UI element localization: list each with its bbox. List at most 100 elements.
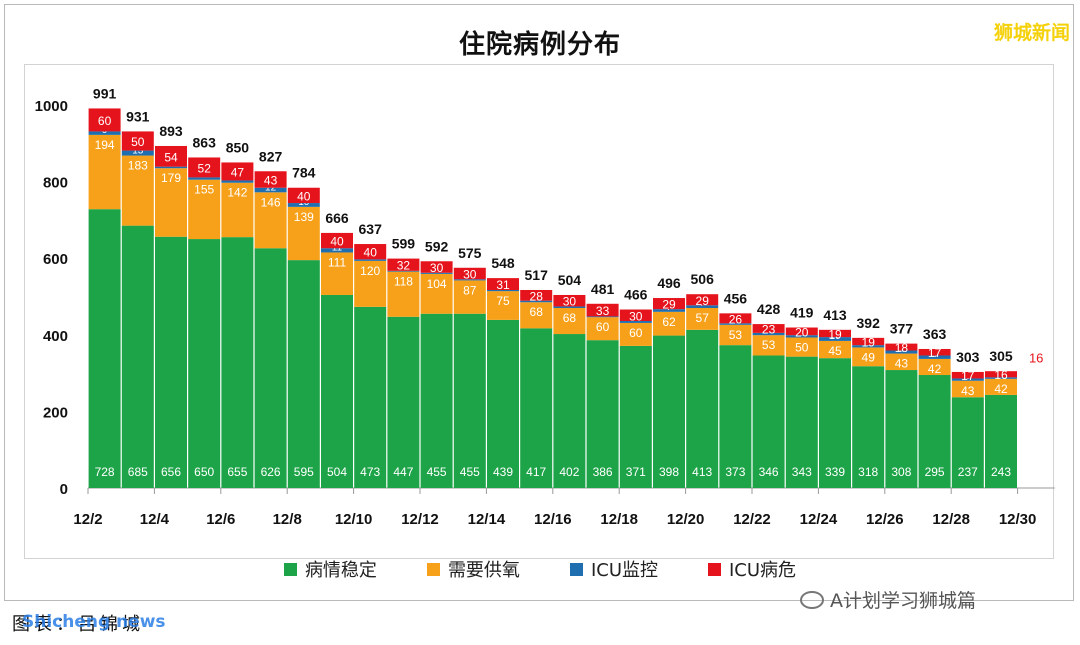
bar-segment-oxygen [420,273,453,314]
watermark-text: A计划学习狮城篇 [830,590,976,612]
bar-segment-icu-critical [553,294,586,307]
y-tick-label: 400 [43,328,68,345]
legend-item-icu-monitor: ICU监控 [569,556,658,582]
data-label-stable: 243 [991,465,1011,479]
data-label-icu-critical: 54 [164,150,178,164]
brand-logo-text: 狮城新闻 [993,22,1070,44]
bar-segment-stable [619,345,652,488]
bar-segment-icu-monitor [785,335,818,338]
bar-segment-oxygen [619,322,652,346]
bar-segment-icu-monitor [553,306,586,308]
bar-segment-icu-monitor [354,259,387,261]
total-label: 466 [624,287,648,303]
bar-segment-stable [287,260,320,488]
data-label-icu-critical: 29 [696,294,710,308]
total-label: 575 [458,245,482,261]
data-label-oxygen: 60 [596,320,610,334]
legend-label-icu-critical: ICU病危 [729,560,797,581]
legend-swatch-icu-monitor [569,562,583,576]
data-label-icu-critical: 29 [662,298,676,312]
bar-segment-icu-monitor [819,337,851,341]
y-tick-label: 1000 [35,98,68,115]
bar-segment-stable [520,328,553,488]
data-label-oxygen: 146 [261,195,281,209]
total-label: 599 [392,236,416,252]
x-tick-label: 12/10 [335,511,373,528]
data-label-icu-critical: 40 [330,235,344,249]
bar-segment-stable [354,306,387,488]
bar-segment-oxygen [387,271,420,317]
data-label-stable: 402 [559,465,579,479]
total-label: 991 [93,85,117,101]
data-label-oxygen: 42 [994,382,1008,396]
data-label-icu-critical: 33 [596,304,610,318]
bar-segment-oxygen [951,380,984,398]
bar-segment-icu-critical [254,171,287,188]
bar-segment-stable [852,366,885,488]
data-label-stable: 447 [393,465,413,479]
bar-segment-icu-critical [586,303,619,317]
legend-swatch-stable [283,562,297,576]
footer-caption: 图表：吕锦城 [12,614,144,635]
bar-segment-icu-critical [819,329,851,338]
data-label-stable: 295 [925,465,945,479]
data-label-icu-critical: 19 [828,327,842,341]
data-label-stable: 656 [161,465,181,479]
data-label-oxygen: 104 [427,277,447,291]
bar-segment-stable [653,335,685,488]
bar-segment-icu-monitor [254,187,287,193]
bar-segment-stable [985,394,1017,488]
data-label-stable: 373 [725,465,745,479]
bar-segment-icu-critical [354,244,387,260]
data-label-oxygen: 194 [95,138,115,152]
total-label: 666 [325,210,349,226]
x-tick-label: 12/6 [206,511,235,528]
footer-credit: Shicheng news [22,612,166,632]
bar-segment-oxygen [155,168,187,237]
data-label-icu-critical: 26 [729,312,743,326]
data-label-oxygen: 62 [662,315,676,329]
data-label-icu-critical: 31 [496,278,510,292]
data-label-stable: 417 [526,465,546,479]
data-label-icu-critical: 16 [994,368,1008,382]
data-label-stable: 339 [825,465,845,479]
bar-segment-icu-monitor [287,203,320,207]
bar-segment-icu-critical [487,278,519,290]
bar-segment-stable [686,329,719,488]
data-label-icu-monitor: 12 [265,182,277,193]
x-tick-label: 12/30 [999,511,1037,528]
bar-segment-stable [752,355,785,488]
data-label-oxygen: 42 [928,362,942,376]
bar-segment-icu-monitor [586,316,619,318]
bar-segment-oxygen [188,179,221,240]
bar-segment-stable [719,345,752,488]
data-label-stable: 685 [128,465,148,479]
bar-segment-icu-monitor [88,131,121,135]
x-tick-label: 12/16 [534,511,572,528]
chart-title: 住院病例分布 [458,30,621,60]
data-label-stable: 595 [294,465,314,479]
legend-label-oxygen: 需要供氧 [447,560,520,581]
watermark: A计划学习狮城篇 [800,586,976,613]
bar-segment-stable [188,239,221,488]
bar-segment-icu-monitor [387,270,420,272]
data-label-stable: 655 [227,465,247,479]
bar-segment-stable [918,375,951,488]
legend-item-stable: 病情稳定 [283,556,377,582]
bar-segment-icu-monitor [221,180,254,183]
annotation-label: 16 [1029,351,1043,366]
bar-segment-oxygen [254,192,287,249]
data-label-oxygen: 139 [294,210,314,224]
bar-segment-oxygen [520,302,553,329]
bar-segment-icu-monitor [719,323,752,325]
bar-segment-oxygen [819,340,851,359]
bar-segment-icu-critical [653,298,685,310]
total-label: 456 [724,290,748,306]
bar-segment-icu-monitor [985,377,1017,379]
data-label-stable: 318 [858,465,878,479]
data-label-icu-critical: 40 [364,246,378,260]
bar-segment-oxygen [752,335,785,356]
data-label-stable: 455 [460,465,480,479]
data-label-stable: 439 [493,465,513,479]
bar-segment-icu-monitor [321,248,353,253]
